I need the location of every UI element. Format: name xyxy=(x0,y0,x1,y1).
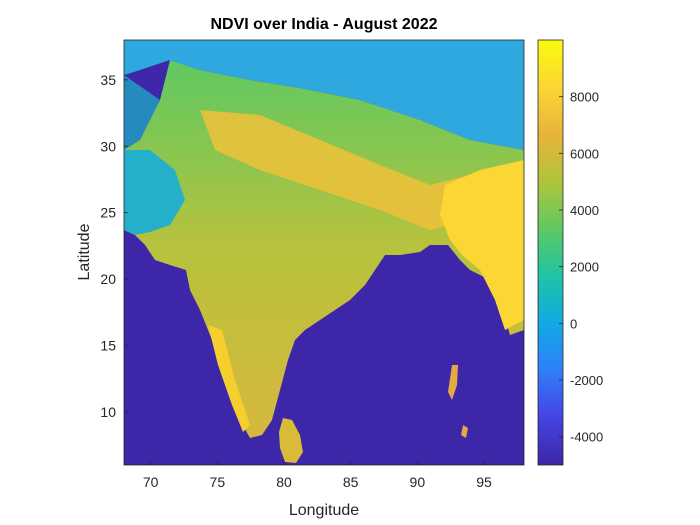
y-tick-label: 10 xyxy=(100,404,116,420)
y-tick-label: 15 xyxy=(100,337,116,353)
colorbar-tick-label: 6000 xyxy=(570,146,599,161)
colorbar-tick-label: -4000 xyxy=(570,430,603,445)
sri-lanka-land xyxy=(279,418,303,463)
x-tick-label: 85 xyxy=(343,474,359,490)
y-tick-label: 20 xyxy=(100,271,116,287)
y-axis-ticks: 10 15 20 25 30 35 xyxy=(100,72,128,420)
colorbar-tick-label: 4000 xyxy=(570,203,599,218)
y-tick-label: 25 xyxy=(100,205,116,221)
highland-texture xyxy=(124,75,160,150)
nicobar-islands xyxy=(461,425,468,438)
y-tick-label: 30 xyxy=(100,138,116,154)
colorbar-tick-label: -2000 xyxy=(570,373,603,388)
x-tick-label: 75 xyxy=(210,474,226,490)
map-plot-area xyxy=(124,40,524,465)
colorbar-tick-label: 2000 xyxy=(570,260,599,275)
northeast-vegetation xyxy=(440,160,524,330)
plot-frame xyxy=(123,39,525,466)
x-tick-label: 80 xyxy=(276,474,292,490)
x-tick-label: 90 xyxy=(410,474,426,490)
andaman-islands xyxy=(448,365,458,400)
western-ghats-strip xyxy=(208,325,250,432)
thar-desert-region xyxy=(124,150,185,235)
y-tick-label: 35 xyxy=(100,72,116,88)
x-axis-ticks: 70 75 80 85 90 95 xyxy=(143,461,492,490)
x-tick-label: 95 xyxy=(476,474,492,490)
x-tick-label: 70 xyxy=(143,474,159,490)
colorbar-tick-label: 8000 xyxy=(570,90,599,105)
y-axis-label: Latitude xyxy=(76,223,93,280)
colorbar-tick-label: 0 xyxy=(570,316,577,331)
colorbar xyxy=(537,39,564,466)
chart-title: NDVI over India - August 2022 xyxy=(210,16,437,33)
northern-highlands-region xyxy=(124,40,524,150)
colorbar-ticks: -4000 -2000 0 2000 4000 6000 8000 xyxy=(559,90,603,445)
x-axis-label: Longitude xyxy=(289,502,359,519)
